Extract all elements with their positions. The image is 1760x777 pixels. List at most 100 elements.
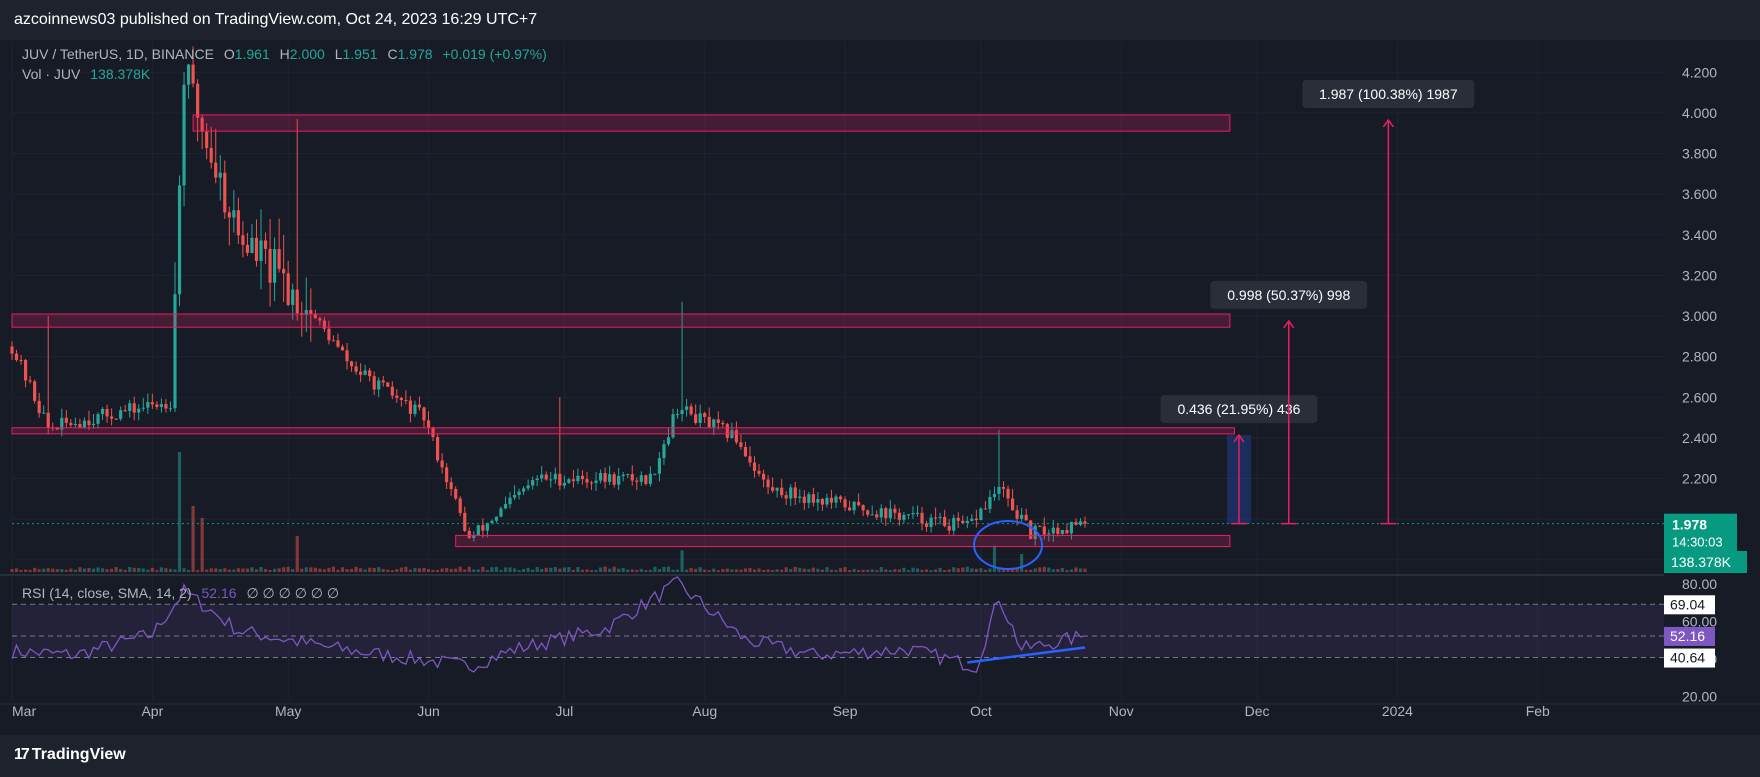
- volume-bar: [879, 567, 883, 572]
- candle-body: [725, 424, 729, 438]
- price-tick-label: 2.600: [1682, 389, 1717, 405]
- volume-bar: [540, 569, 544, 572]
- volume-bar: [363, 569, 367, 572]
- measure-arrow-head: [1283, 319, 1295, 329]
- candle-body: [404, 400, 408, 402]
- symbol-name[interactable]: JUV / TetherUS, 1D, BINANCE: [22, 46, 214, 62]
- candle-body: [902, 514, 906, 520]
- candle-body: [617, 475, 621, 485]
- volume-bar: [273, 568, 277, 572]
- candle-body: [798, 496, 802, 498]
- volume-bar: [472, 569, 476, 572]
- open-value: 1.961: [234, 46, 270, 62]
- candle-body: [752, 462, 757, 471]
- rsi-lower-badge: [1664, 648, 1715, 668]
- candle-body: [304, 310, 308, 315]
- candle-body: [943, 516, 947, 526]
- candle-body: [454, 488, 458, 499]
- time-tick-label: 2024: [1382, 703, 1413, 719]
- candle-body: [979, 508, 983, 521]
- candle-body: [608, 474, 612, 482]
- candle-body: [395, 395, 399, 398]
- candle-body: [517, 491, 521, 496]
- price-zone[interactable]: [11, 313, 1231, 328]
- volume-bar: [598, 567, 603, 572]
- candle-body: [209, 147, 213, 163]
- candle-body: [259, 240, 263, 261]
- price-tick-label: 3.400: [1682, 227, 1717, 243]
- volume-bar: [431, 569, 435, 572]
- measure-label: 1.987 (100.38%) 1987: [1319, 86, 1458, 102]
- volume-bar: [780, 569, 784, 572]
- volume-bar: [553, 566, 557, 572]
- candle-body: [934, 517, 938, 519]
- volume-bar: [612, 566, 616, 572]
- volume-bar: [354, 566, 358, 572]
- volume-bar: [988, 568, 992, 572]
- volume-bar: [23, 569, 28, 572]
- volume-bar: [771, 570, 775, 572]
- volume-bar: [897, 569, 901, 572]
- candle-body: [349, 361, 354, 367]
- volume-bar: [295, 536, 299, 572]
- price-tick-label: 2.200: [1682, 471, 1717, 487]
- candle-body: [426, 420, 431, 428]
- volume-bar: [250, 567, 254, 572]
- candle-body: [372, 376, 376, 390]
- candle-body: [313, 314, 317, 319]
- volume-bar: [544, 567, 548, 572]
- candle-body: [1078, 521, 1083, 525]
- volume-bar: [870, 569, 874, 572]
- time-tick-label: Jun: [417, 703, 440, 719]
- candle-body: [277, 249, 281, 269]
- publish-line: azcoinnews03 published on TradingView.co…: [14, 11, 538, 28]
- candle-body: [214, 162, 218, 178]
- candle-body: [1083, 521, 1087, 524]
- volume-bar: [78, 567, 82, 572]
- volume-bar: [802, 568, 806, 572]
- volume-bar: [558, 568, 562, 572]
- candle-body: [23, 360, 28, 381]
- volume-bar: [689, 567, 693, 572]
- price-zone[interactable]: [192, 114, 1231, 132]
- candle-body: [254, 237, 259, 261]
- candle-body: [1038, 525, 1042, 527]
- volume-bar: [445, 567, 449, 572]
- volume-bar: [37, 569, 41, 572]
- price-zone[interactable]: [11, 427, 1235, 435]
- candle-body: [644, 475, 648, 484]
- volume-bar: [834, 569, 838, 572]
- candle-body: [888, 508, 892, 519]
- candle-body: [974, 518, 978, 521]
- low-label: L: [334, 46, 343, 62]
- measure-label-box: [1160, 395, 1318, 424]
- volume-bar: [381, 568, 385, 572]
- volume-bar: [956, 568, 960, 572]
- candle-body: [128, 403, 132, 412]
- tradingview-logo[interactable]: 17 TradingView: [14, 746, 126, 764]
- candle-body: [1033, 525, 1037, 540]
- candle-body: [123, 410, 127, 412]
- candle-body: [386, 382, 390, 387]
- volume-circle-annotation[interactable]: [973, 520, 1044, 570]
- low-value: 1.951: [342, 46, 378, 62]
- volume-bar: [227, 569, 231, 572]
- volume-bar: [666, 566, 671, 572]
- price-zone[interactable]: [455, 534, 1231, 548]
- price-axis[interactable]: [1664, 40, 1760, 735]
- candle-body: [721, 422, 725, 425]
- volume-label[interactable]: Vol · JUV: [22, 66, 81, 82]
- volume-bar: [662, 566, 666, 572]
- rsi-trendline[interactable]: [967, 646, 1086, 664]
- volume-bar: [277, 568, 281, 572]
- rsi-legend: RSI (14, close, SMA, 14, 2) 52.16 ∅ ∅ ∅ …: [22, 585, 339, 602]
- volume-bar: [485, 569, 489, 572]
- rsi-label[interactable]: RSI (14, close, SMA, 14, 2): [22, 585, 192, 601]
- candle-body: [28, 380, 32, 382]
- candle-body: [1001, 486, 1006, 489]
- chart-area[interactable]: [0, 40, 1760, 735]
- candle-body: [861, 505, 865, 511]
- candle-body: [594, 480, 598, 483]
- volume-bars: [10, 452, 1087, 572]
